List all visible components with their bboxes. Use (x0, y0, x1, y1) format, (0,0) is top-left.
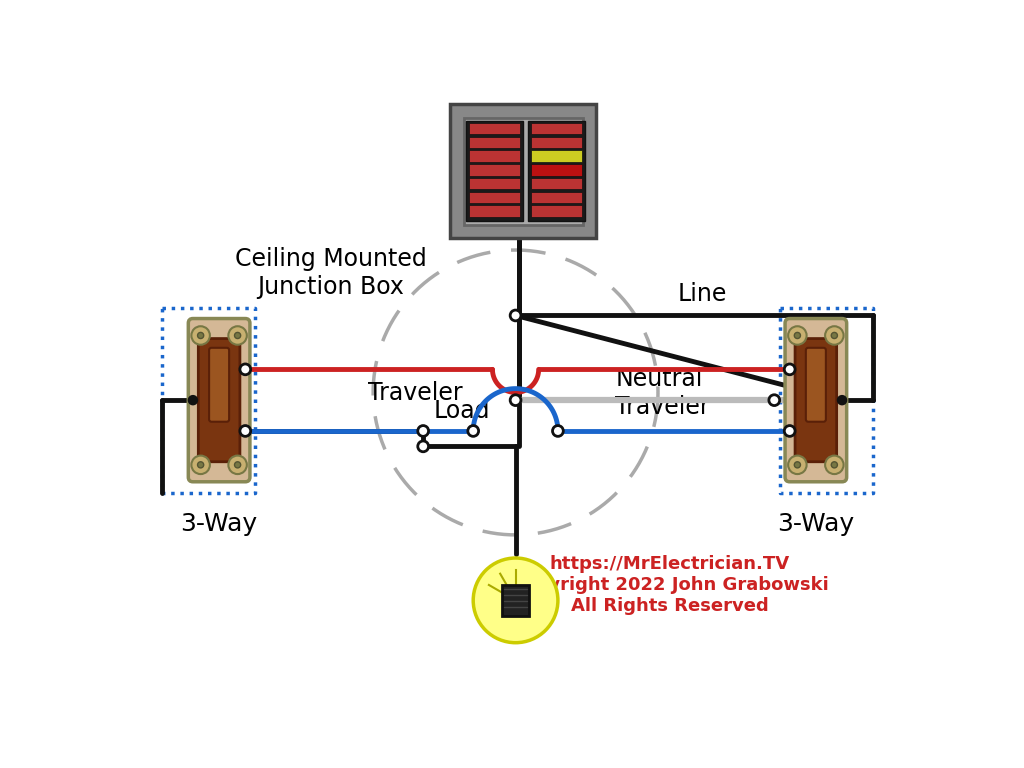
Circle shape (189, 396, 197, 404)
Circle shape (795, 333, 801, 339)
FancyBboxPatch shape (531, 206, 582, 217)
Text: Load: Load (433, 399, 489, 423)
Circle shape (784, 425, 795, 436)
Circle shape (242, 366, 249, 373)
Circle shape (785, 427, 794, 435)
Circle shape (831, 462, 838, 468)
FancyBboxPatch shape (531, 137, 582, 148)
FancyBboxPatch shape (199, 339, 240, 462)
FancyBboxPatch shape (785, 319, 847, 482)
Circle shape (473, 558, 558, 643)
Circle shape (191, 455, 210, 474)
FancyBboxPatch shape (531, 151, 582, 162)
FancyBboxPatch shape (502, 585, 529, 616)
Circle shape (234, 462, 241, 468)
FancyBboxPatch shape (469, 178, 520, 190)
FancyBboxPatch shape (469, 206, 520, 217)
Circle shape (553, 425, 563, 436)
Circle shape (825, 455, 844, 474)
FancyBboxPatch shape (469, 164, 520, 176)
Circle shape (510, 395, 521, 406)
FancyBboxPatch shape (795, 339, 837, 462)
Circle shape (839, 396, 846, 404)
Circle shape (240, 425, 251, 436)
Circle shape (795, 462, 801, 468)
Text: Traveler: Traveler (614, 396, 710, 419)
FancyBboxPatch shape (466, 121, 523, 220)
Circle shape (228, 455, 247, 474)
Text: Neutral: Neutral (615, 367, 703, 391)
Text: 3-Way: 3-Way (180, 511, 258, 536)
Circle shape (788, 326, 807, 345)
Text: https://MrElectrician.TV
Copyright 2022 John Grabowski
All Rights Reserved: https://MrElectrician.TV Copyright 2022 … (510, 555, 829, 614)
Text: Ceiling Mounted
Junction Box: Ceiling Mounted Junction Box (234, 247, 427, 299)
Circle shape (784, 364, 795, 375)
FancyBboxPatch shape (464, 118, 583, 224)
FancyBboxPatch shape (451, 104, 596, 238)
FancyBboxPatch shape (469, 192, 520, 204)
Circle shape (418, 441, 429, 452)
Text: Traveler: Traveler (369, 381, 463, 405)
Text: 3-Way: 3-Way (777, 511, 854, 536)
FancyBboxPatch shape (469, 151, 520, 162)
FancyBboxPatch shape (469, 137, 520, 148)
FancyBboxPatch shape (469, 123, 520, 134)
Circle shape (825, 326, 844, 345)
Circle shape (242, 427, 249, 435)
FancyBboxPatch shape (531, 178, 582, 190)
Circle shape (769, 395, 779, 406)
FancyBboxPatch shape (531, 164, 582, 176)
Circle shape (198, 462, 204, 468)
Circle shape (191, 326, 210, 345)
FancyBboxPatch shape (209, 348, 229, 422)
Text: Line: Line (677, 282, 727, 306)
Circle shape (510, 310, 521, 321)
FancyBboxPatch shape (531, 123, 582, 134)
FancyBboxPatch shape (528, 121, 585, 220)
Circle shape (240, 364, 251, 375)
Circle shape (418, 425, 429, 436)
Circle shape (788, 455, 807, 474)
Circle shape (785, 366, 794, 373)
Circle shape (228, 326, 247, 345)
FancyBboxPatch shape (531, 192, 582, 204)
FancyBboxPatch shape (806, 348, 826, 422)
Circle shape (831, 333, 838, 339)
FancyBboxPatch shape (188, 319, 250, 482)
Circle shape (468, 425, 478, 436)
Circle shape (198, 333, 204, 339)
Circle shape (234, 333, 241, 339)
